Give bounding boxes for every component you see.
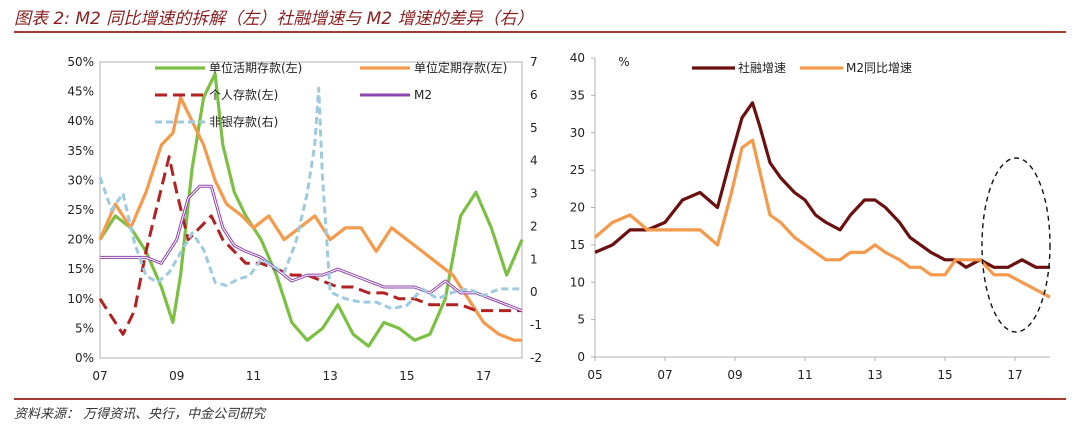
figure-title: 图表 2: M2 同比增速的拆解（左）社融增速与 M2 增速的差异（右）: [14, 9, 534, 29]
left-y-tick-label: 0%: [75, 351, 94, 365]
right-y-tick-label: 2: [530, 219, 538, 233]
right-chart-y-tick-label: 20: [570, 201, 585, 215]
right-y-tick-label: 1: [530, 252, 538, 266]
left-y-tick-label: 40%: [67, 114, 94, 128]
right-chart-x-tick-label: 11: [797, 368, 812, 382]
right-chart-y-tick-label: 0: [577, 350, 585, 364]
left-legend-label: 单位活期存款(左): [209, 60, 302, 75]
right-y-tick-label: -2: [530, 351, 542, 365]
left-y-tick-label: 25%: [67, 203, 94, 217]
right-chart-y-tick-label: 35: [570, 88, 585, 102]
left-y-tick-label: 35%: [67, 144, 94, 158]
right-chart-y-tick-label: 30: [570, 126, 585, 140]
left-plot-frame: [99, 61, 523, 359]
right-y-tick-label: 3: [530, 187, 538, 201]
left-x-tick-label: 07: [92, 369, 107, 383]
right-chart-x-tick-label: 05: [587, 368, 602, 382]
left-series-line-m2-inner: [100, 185, 523, 312]
source-note: 资料来源： 万得资讯、央行，中金公司研究: [14, 407, 266, 422]
right-series-line-0: [594, 101, 1050, 269]
left-y-tick-label: 50%: [67, 55, 94, 69]
title-rule: [14, 31, 1066, 33]
right-chart-x-tick-label: 15: [937, 368, 952, 382]
right-legend-label: 社融增速: [738, 60, 786, 75]
right-chart-y-tick-label: 15: [570, 238, 585, 252]
left-series-line-4: [98, 86, 522, 311]
right-chart-x-tick-label: 17: [1007, 368, 1022, 382]
right-chart-x-tick-label: 07: [657, 368, 672, 382]
right-y-tick-label: -1: [530, 318, 542, 332]
right-chart-x-tick-label: 13: [867, 368, 882, 382]
highlight-ellipse: [981, 157, 1051, 333]
left-x-tick-label: 15: [399, 369, 414, 383]
left-legend-label: 非银存款(右): [209, 114, 278, 129]
left-y-tick-label: 5%: [75, 321, 94, 335]
right-chart-y-tick-label: 10: [570, 275, 585, 289]
left-x-tick-label: 13: [323, 369, 338, 383]
left-y-tick-label: 10%: [67, 292, 94, 306]
left-x-tick-label: 17: [476, 369, 491, 383]
left-y-tick-label: 15%: [67, 262, 94, 276]
left-series-line-2: [98, 155, 522, 336]
left-y-tick-label: 45%: [67, 85, 94, 99]
right-chart-y-tick-label: 25: [570, 163, 585, 177]
left-y-tick-label: 20%: [67, 233, 94, 247]
left-x-tick-label: 11: [246, 369, 261, 383]
left-x-tick-label: 09: [169, 369, 184, 383]
left-legend-label: M2: [414, 88, 432, 102]
right-chart-x-tick-label: 09: [727, 368, 742, 382]
right-y-tick-label: 6: [530, 88, 538, 102]
right-chart-y-tick-label: 5: [577, 313, 585, 327]
right-y-tick-label: 7: [530, 55, 538, 69]
right-series-line-1: [593, 138, 1051, 299]
right-y-tick-label: 5: [530, 121, 538, 135]
left-legend-label: 个人存款(左): [209, 87, 278, 102]
right-y-tick-label: 0: [530, 285, 538, 299]
right-chart-unit-label: %: [618, 55, 629, 69]
source-rule: [14, 398, 1066, 400]
right-chart-y-tick-label: 40: [570, 51, 585, 65]
left-y-tick-label: 30%: [67, 173, 94, 187]
right-legend-label: M2同比增速: [846, 61, 912, 75]
left-legend-label: 单位定期存款(左): [414, 60, 507, 75]
left-series-line-0: [98, 72, 524, 348]
right-y-tick-label: 4: [530, 154, 538, 168]
